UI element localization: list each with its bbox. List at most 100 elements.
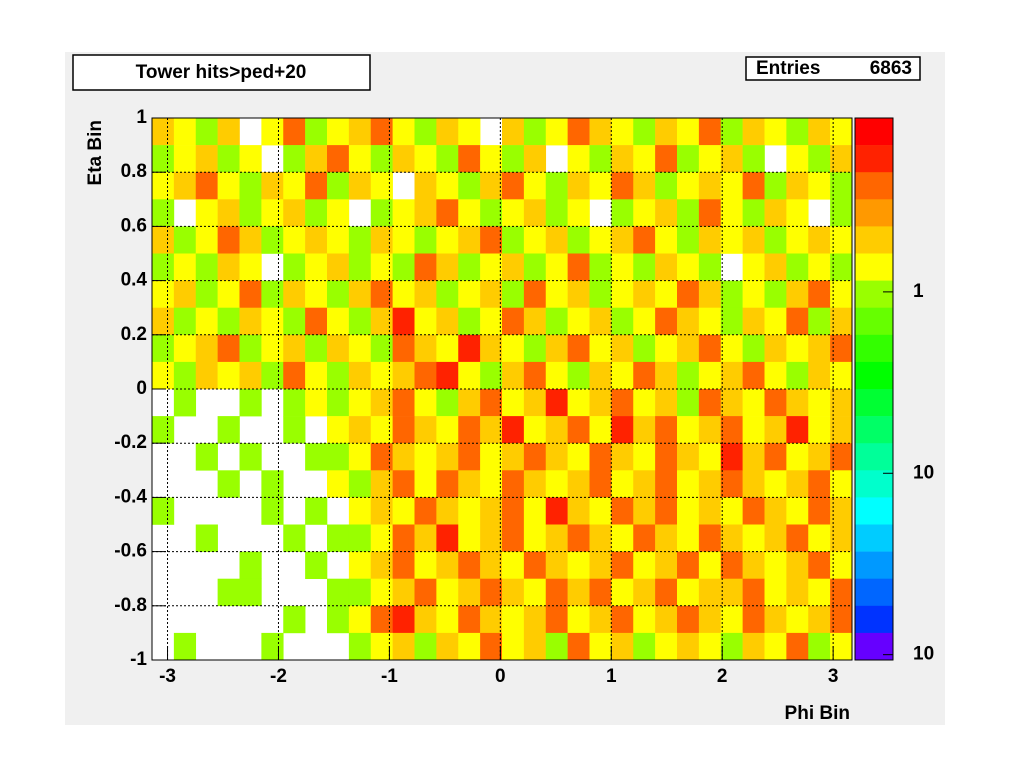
cell: [327, 334, 350, 363]
cell: [239, 172, 262, 200]
cell: [239, 361, 262, 390]
cell: [239, 145, 262, 173]
cell: [808, 443, 831, 471]
cell: [152, 416, 175, 444]
cell: [764, 416, 787, 444]
cell: [764, 199, 787, 227]
cell: [173, 253, 197, 281]
cell: [677, 253, 700, 281]
cell: [370, 280, 393, 308]
cell: [567, 118, 590, 146]
cell: [305, 361, 328, 390]
cell: [567, 578, 590, 607]
cell: [808, 226, 831, 254]
cell: [436, 632, 459, 661]
cell: [239, 307, 262, 336]
cell: [742, 253, 765, 281]
cell: [742, 632, 765, 661]
y-tick-label: 0: [136, 378, 147, 399]
cell: [698, 199, 722, 227]
cell: [655, 199, 678, 227]
cell: [173, 389, 197, 417]
cell: [370, 578, 393, 607]
cell: [195, 253, 218, 281]
cell: [436, 280, 459, 308]
cell: [742, 605, 765, 634]
cell: [392, 551, 415, 579]
cell: [545, 172, 568, 200]
cell: [720, 632, 743, 661]
cell: [589, 605, 612, 634]
cell: [633, 118, 656, 146]
cell: [786, 470, 809, 498]
x-tick-label: 3: [828, 666, 839, 687]
cell: [830, 524, 853, 552]
cell: [677, 605, 700, 634]
cell: [677, 280, 700, 308]
cell: [327, 172, 350, 200]
cell: [173, 226, 197, 254]
cell: [239, 578, 262, 607]
cell: [567, 524, 590, 552]
x-tick-label: -1: [381, 666, 398, 687]
cell: [523, 226, 547, 254]
cell: [720, 226, 743, 254]
cell: [830, 578, 853, 607]
cell: [655, 524, 678, 552]
cell: [589, 416, 612, 444]
cell: [217, 280, 240, 308]
cell: [720, 578, 743, 607]
cell: [239, 443, 262, 471]
cell: [217, 361, 240, 390]
cell: [305, 389, 328, 417]
cell: [392, 145, 415, 173]
cell: [327, 226, 350, 254]
cell: [348, 389, 372, 417]
cell: [414, 578, 437, 607]
cell: [523, 307, 547, 336]
cell: [742, 578, 765, 607]
cell: [370, 551, 393, 579]
cell: [414, 632, 437, 661]
cell: [283, 253, 306, 281]
cell: [764, 578, 787, 607]
cell: [327, 145, 350, 173]
cell: [808, 470, 831, 498]
y-axis-title: Eta Bin: [85, 120, 106, 185]
cell: [458, 172, 481, 200]
cell: [480, 632, 503, 661]
cell: [698, 416, 722, 444]
cell: [217, 334, 240, 363]
cell: [677, 443, 700, 471]
cell: [545, 524, 568, 552]
cell: [305, 497, 328, 525]
cell: [348, 226, 372, 254]
cell: [720, 172, 743, 200]
cell: [436, 361, 459, 390]
cell: [545, 389, 568, 417]
stats-value: 6863: [870, 58, 912, 79]
cell: [830, 605, 853, 634]
cell: [808, 524, 831, 552]
cell: [327, 470, 350, 498]
cell: [742, 497, 765, 525]
cell: [611, 145, 634, 173]
cell: [261, 199, 284, 227]
cell: [720, 497, 743, 525]
cell: [261, 118, 284, 146]
cell: [283, 605, 306, 634]
cell: [523, 443, 547, 471]
cell: [655, 334, 678, 363]
cell: [786, 253, 809, 281]
cell: [764, 443, 787, 471]
cell: [764, 551, 787, 579]
cell: [764, 253, 787, 281]
cell: [348, 334, 372, 363]
y-tick-label: -0.6: [114, 541, 147, 562]
cell: [502, 632, 525, 661]
cell: [567, 416, 590, 444]
cell: [502, 118, 525, 146]
y-tick-label: 0.6: [121, 215, 147, 236]
cell: [152, 199, 175, 227]
cell: [677, 307, 700, 336]
